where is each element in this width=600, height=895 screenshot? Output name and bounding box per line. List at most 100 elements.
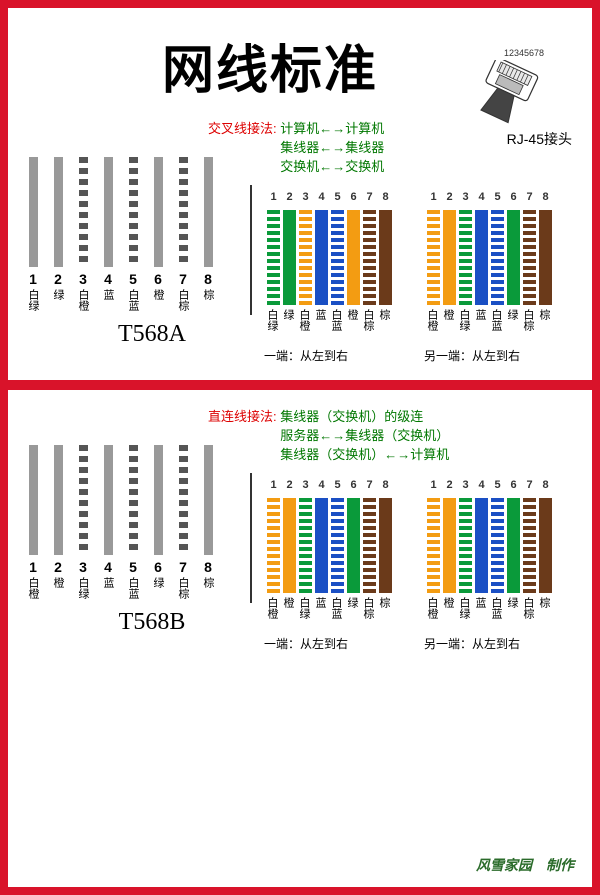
pin-number: 4 (104, 559, 112, 575)
wire-bar (443, 210, 456, 305)
wire-bar (363, 498, 376, 593)
pin-col: 5白蓝 (126, 445, 140, 603)
wire-bar (267, 210, 280, 305)
pin-col: 6橙 (151, 157, 165, 315)
wire-bar (443, 498, 456, 593)
wire-bar (523, 498, 536, 593)
wire-bar (427, 210, 440, 305)
wire-bar (491, 498, 504, 593)
t568b-name: T568B (52, 609, 252, 636)
pin-bar (79, 157, 88, 267)
method-b-line-0: 集线器（交换机）的级连 (280, 409, 423, 424)
pin-col: 6绿 (151, 445, 165, 603)
pin-col: 3白橙 (76, 157, 90, 315)
pin-label: 橙 (50, 577, 66, 603)
pin-bar (29, 157, 38, 267)
pin-label: 白蓝 (125, 289, 141, 315)
wire-bar (379, 210, 392, 305)
wire-bar (539, 210, 552, 305)
b-end1: 12345678白橙橙白绿蓝白蓝绿白棕棕一端：从左到右 (264, 479, 404, 652)
wire-bar (267, 498, 280, 593)
pin-col: 4蓝 (101, 445, 115, 603)
wire-bar (299, 210, 312, 305)
t568b-big: 1白橙2橙3白绿4蓝5白蓝6绿7白棕8棕 T568B (22, 473, 252, 636)
pin-number: 8 (204, 559, 212, 575)
wire-bar (427, 498, 440, 593)
pin-number: 3 (79, 271, 87, 287)
wire-bar (283, 210, 296, 305)
pin-number: 5 (129, 559, 137, 575)
wire-bar (475, 498, 488, 593)
pin-label: 白橙 (25, 577, 41, 603)
pin-bar (79, 445, 88, 555)
pin-col: 8棕 (201, 445, 215, 603)
small-labels: 白橙橙白绿蓝白蓝绿白棕棕 (424, 309, 564, 331)
credit: 风雪家园 制作 (476, 855, 574, 875)
pin-number: 1 (29, 271, 37, 287)
method-b-line-1: 服务器←→集线器（交换机） (280, 428, 449, 443)
method-a-line-1: 集线器←→集线器 (280, 140, 384, 155)
wire-bar (507, 210, 520, 305)
a-end1: 12345678 白绿绿白橙蓝白蓝橙白棕棕一端：从左到右 (264, 191, 404, 364)
wire-bar (315, 210, 328, 305)
wire-bar (491, 210, 504, 305)
pin-col: 3 白绿 (76, 445, 90, 603)
a-end2: 12345678白橙橙白绿蓝白蓝绿白棕棕另一端：从左到右 (424, 191, 564, 364)
pin-label: 棕 (200, 577, 216, 603)
wire-bar (363, 210, 376, 305)
wire-bar (315, 498, 328, 593)
small-labels: 白橙橙白绿蓝白蓝绿白棕棕 (264, 597, 404, 619)
b-end2: 12345678白橙橙白绿蓝白蓝绿白棕棕另一端：从左到右 (424, 479, 564, 652)
wire-bar (379, 498, 392, 593)
pin-bar (104, 157, 113, 267)
method-a: 交叉线接法: 计算机←→计算机 交叉线接法: 集线器←→集线器 交叉线接法: 交… (208, 118, 592, 175)
pin-bar (204, 157, 213, 267)
pin-label: 白绿 (25, 289, 41, 315)
wire-bar (347, 498, 360, 593)
pin-bar (54, 445, 63, 555)
pin-bar (154, 157, 163, 267)
end-note: 一端：从左到右 (264, 347, 404, 364)
small-numbers: 12345678 (264, 191, 404, 203)
wire-bar (475, 210, 488, 305)
pin-col: 1 白橙 (26, 445, 40, 603)
pin-label: 白棕 (175, 289, 191, 315)
wire-bar (331, 210, 344, 305)
wire-bar (539, 498, 552, 593)
pin-number: 2 (54, 559, 62, 575)
end-note: 另一端：从左到右 (424, 635, 564, 652)
pin-label: 白棕 (175, 577, 191, 603)
pin-label: 橙 (150, 289, 166, 315)
small-wires (264, 205, 404, 305)
t568b-wires: 1白橙2橙3白绿4蓝5白蓝6绿7白棕8棕 (22, 473, 252, 603)
pin-number: 3 (79, 559, 87, 575)
pin-number: 2 (54, 271, 62, 287)
pin-label: 蓝 (100, 577, 116, 603)
t568a-big: 1白绿2绿3白橙4蓝5白蓝6橙7白棕8棕 T568A (22, 185, 252, 348)
rj45-connector-icon (464, 60, 554, 125)
pin-label: 棕 (200, 289, 216, 315)
pin-col: 2绿 (51, 157, 65, 315)
method-b-line-2: 集线器（交换机）←→计算机 (280, 447, 449, 462)
pin-number: 8 (204, 271, 212, 287)
pin-number: 1 (29, 559, 37, 575)
pin-bar (54, 157, 63, 267)
rj45-pin-numbers: 12345678 (474, 48, 574, 58)
method-a-line-2: 交换机←→交换机 (280, 159, 384, 174)
pin-number: 6 (154, 271, 162, 287)
end-note: 另一端：从左到右 (424, 347, 564, 364)
pin-bar (179, 157, 188, 267)
pin-col: 1 白绿 (26, 157, 40, 315)
pin-label: 绿 (150, 577, 166, 603)
pin-label: 白绿 (75, 577, 91, 603)
small-labels: 白绿绿白橙蓝白蓝橙白棕棕 (264, 309, 404, 331)
divider (8, 380, 592, 390)
wire-bar (283, 498, 296, 593)
pin-col: 7白棕 (176, 445, 190, 603)
small-numbers: 12345678 (424, 479, 564, 491)
pin-number: 7 (179, 271, 187, 287)
pin-bar (179, 445, 188, 555)
pin-col: 5白蓝 (126, 157, 140, 315)
pin-number: 4 (104, 271, 112, 287)
section-a: 交叉线接法: 计算机←→计算机 交叉线接法: 集线器←→集线器 交叉线接法: 交… (8, 118, 592, 364)
